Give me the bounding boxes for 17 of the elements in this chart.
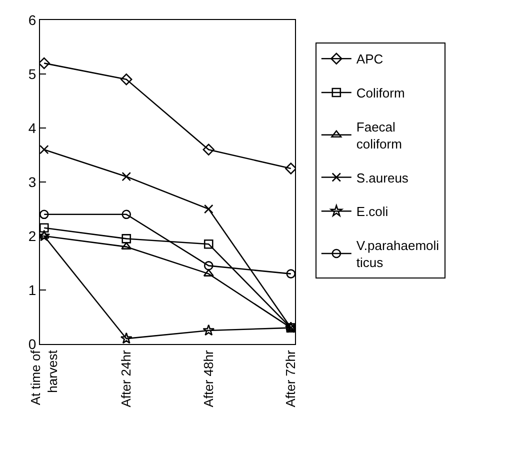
legend-label: Coliform: [356, 86, 405, 101]
x-tick-label: At time of harvest: [28, 350, 60, 406]
y-tick-label: 2: [28, 228, 36, 244]
x-tick-label: After 72hr: [283, 350, 298, 408]
y-tick-label: 0: [28, 336, 36, 352]
legend-label: V.parahaemoliticus: [356, 238, 440, 270]
x-tick-label: After 24hr: [118, 350, 134, 408]
legend-label: S.aureus: [356, 170, 409, 186]
y-tick-label: 3: [28, 174, 36, 190]
y-tick-label: 6: [28, 12, 36, 28]
y-tick-label: 5: [28, 66, 36, 82]
y-tick-label: 1: [28, 282, 36, 298]
y-tick-label: 4: [28, 120, 36, 136]
x-tick-label: After 48hr: [200, 350, 216, 408]
legend-label: Faecal coliform: [356, 120, 402, 152]
legend-label: E.coli: [356, 204, 388, 220]
legend-label: APC: [356, 52, 384, 67]
